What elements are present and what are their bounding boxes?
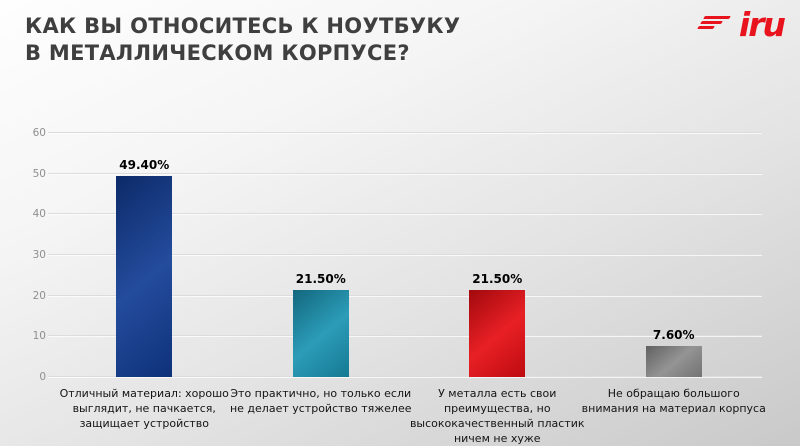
gridline xyxy=(48,376,762,377)
gridline xyxy=(48,132,762,133)
title-line-1: КАК ВЫ ОТНОСИТЕСЬ К НОУТБУКУ xyxy=(25,14,461,38)
page-title: КАК ВЫ ОТНОСИТЕСЬ К НОУТБУКУ В МЕТАЛЛИЧЕ… xyxy=(25,13,460,67)
y-axis-tick-label: 40 xyxy=(32,208,46,221)
bar-column: 21.50% Это практично, но только если не д… xyxy=(230,133,412,415)
y-axis-tick-label: 20 xyxy=(32,289,46,302)
gridline xyxy=(48,213,762,215)
gridline xyxy=(48,335,762,337)
category-label: Это практично, но только если не делает … xyxy=(229,387,412,415)
gridline xyxy=(48,254,762,255)
gridline xyxy=(48,172,762,174)
logo-speed-line-icon xyxy=(700,21,723,24)
bar xyxy=(292,289,349,377)
category-label: У металла есть свои преимущества, но выс… xyxy=(409,387,585,445)
bar-column: 49.40% Отличный материал: хорошо выглядит… xyxy=(56,133,233,430)
bar-value-label: 21.50% xyxy=(295,271,346,286)
logo-speed-line-icon xyxy=(703,16,731,19)
iru-logo: iru xyxy=(697,5,786,46)
bar-columns: 49.40% Отличный материал: хорошо выглядит… xyxy=(56,133,766,445)
y-axis-tick-label: 0 xyxy=(39,371,46,383)
title-line-2: В МЕТАЛЛИЧЕСКОМ КОРПУСЕ? xyxy=(25,41,410,65)
gridline xyxy=(48,294,762,296)
y-axis-tick-label: 60 xyxy=(32,127,46,139)
bar xyxy=(645,346,702,377)
bar xyxy=(116,176,173,377)
bar-value-label: 21.50% xyxy=(472,271,523,286)
bar-column: 7.60% Не обращаю большого внимания на мат… xyxy=(582,133,766,415)
category-label: Отличный материал: хорошо выглядит, не п… xyxy=(59,387,229,430)
bar-chart-plot-area: 0 10 20 30 40 50 60 49.40% Отличный материал: хо… xyxy=(33,127,766,445)
bar-value-label: 49.40% xyxy=(119,158,170,173)
y-axis-tick-label: 10 xyxy=(32,330,46,343)
bar-value-label: 7.60% xyxy=(652,328,695,343)
logo-text: iru xyxy=(738,5,786,44)
y-axis-tick-label: 30 xyxy=(32,249,46,261)
category-label: Не обращаю большого внимания на материал… xyxy=(581,387,766,415)
y-axis-tick-label: 50 xyxy=(32,167,46,180)
logo-speed-line-icon xyxy=(697,26,715,29)
bar xyxy=(469,289,526,377)
bar-column: 21.50% У металла есть свои преимущества, … xyxy=(409,133,586,445)
